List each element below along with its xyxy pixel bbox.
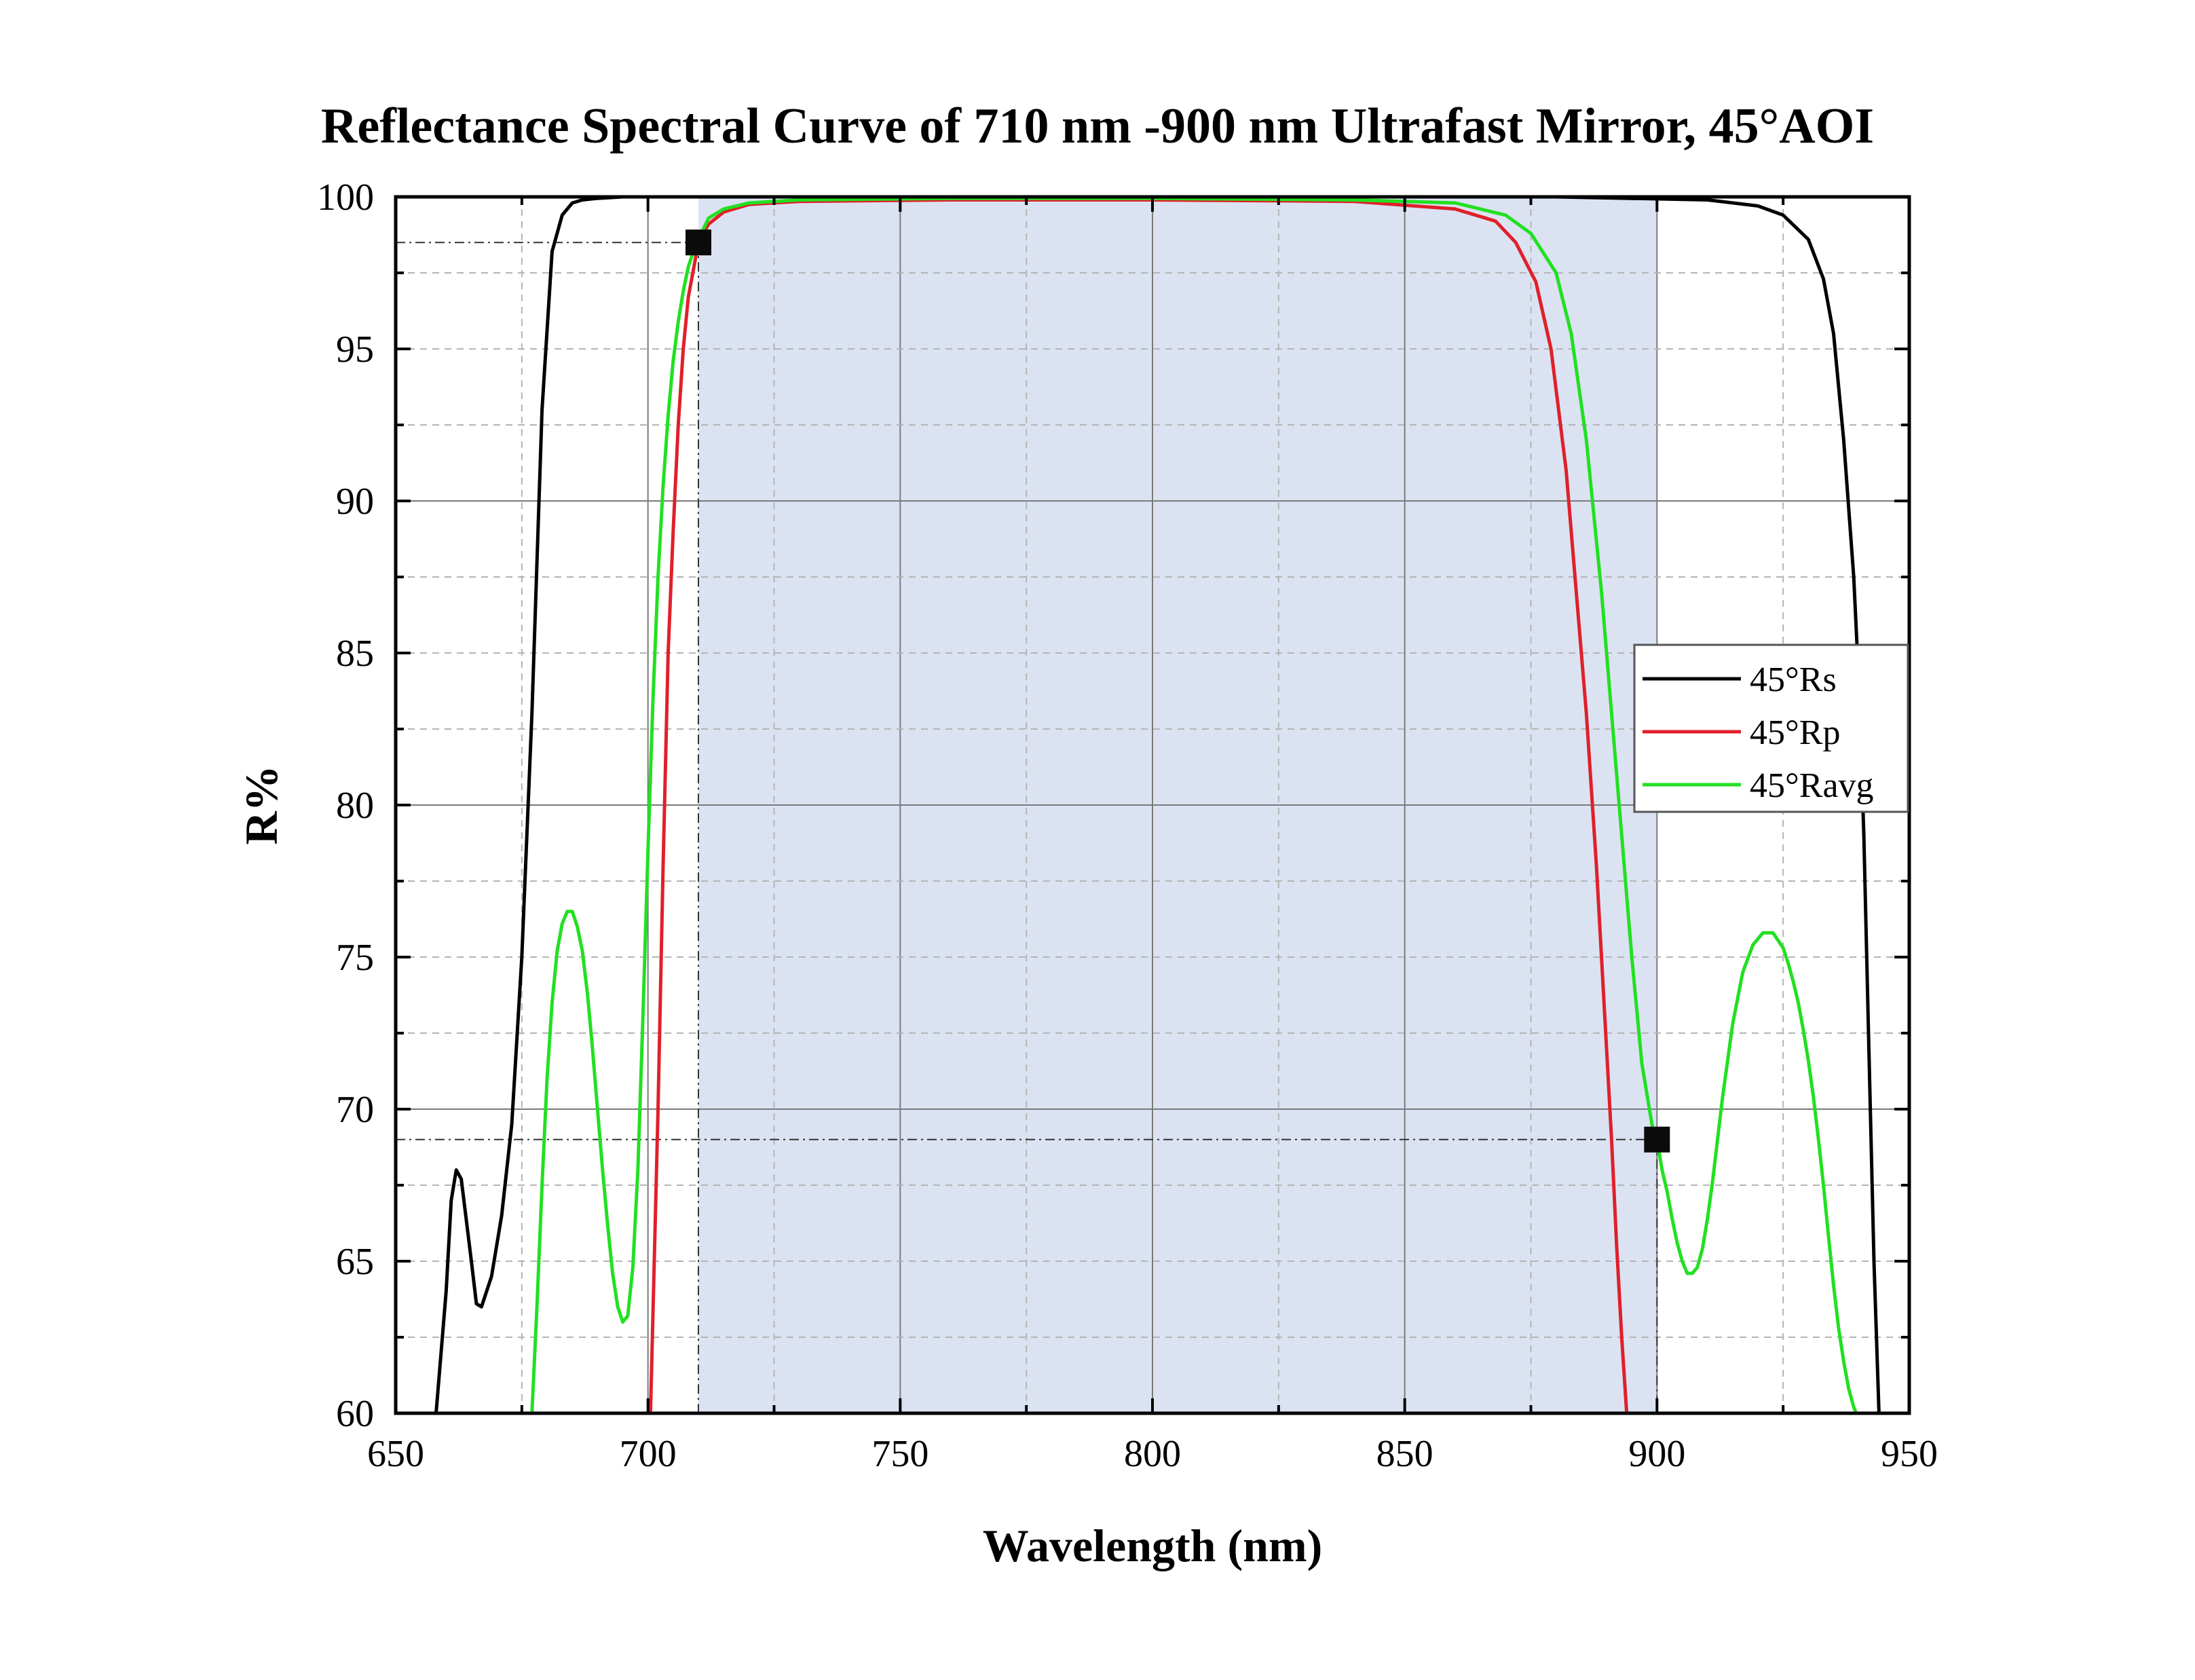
y-tick-label: 85 [336, 633, 374, 675]
marker-layer [686, 229, 1670, 1153]
chart-title: Reflectance Spectral Curve of 710 nm -90… [321, 98, 1874, 154]
x-tick-label: 900 [1628, 1433, 1685, 1475]
guide-lines-layer [396, 242, 1658, 1413]
y-tick-label: 65 [336, 1241, 374, 1283]
x-tick-label: 850 [1376, 1433, 1433, 1475]
x-tick-label: 700 [620, 1433, 677, 1475]
series-line-3 [530, 197, 1858, 1413]
legend-label-3: 45°Ravg [1750, 766, 1874, 805]
legend: 45°Rs 45°Rp 45°Ravg [1633, 643, 1909, 813]
x-axis-label: Wavelength (nm) [983, 1520, 1323, 1571]
x-tick-label: 650 [367, 1433, 424, 1475]
y-tick-label: 70 [336, 1089, 374, 1131]
y-tick-label: 60 [336, 1393, 374, 1435]
tick-layer: 650 700 750 800 850 900 950 60 65 70 75 80 85 90 95 100 [317, 176, 1938, 1475]
legend-label-2: 45°Rp [1750, 713, 1840, 752]
y-tick-label: 90 [336, 481, 374, 523]
data-marker [1644, 1126, 1670, 1153]
y-tick-label: 100 [317, 176, 374, 219]
y-tick-label: 75 [336, 937, 374, 979]
data-marker [686, 229, 711, 256]
y-tick-label: 95 [336, 329, 374, 371]
y-tick-label: 80 [336, 785, 374, 827]
x-tick-label: 800 [1124, 1433, 1181, 1475]
x-tick-label: 750 [871, 1433, 928, 1475]
legend-label-1: 45°Rs [1750, 660, 1837, 699]
y-axis-label: R% [236, 765, 287, 844]
x-tick-label: 950 [1881, 1433, 1938, 1475]
